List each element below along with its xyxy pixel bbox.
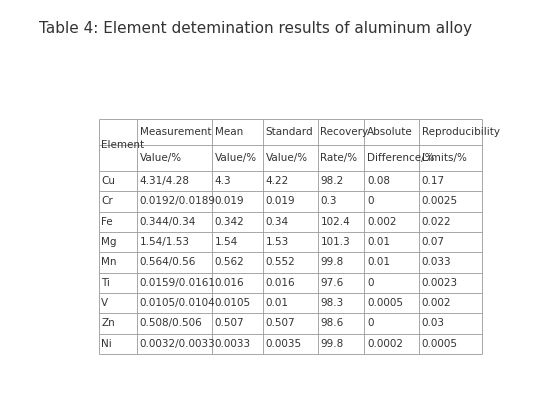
Text: Value/%: Value/% [140,153,182,163]
Text: Mn: Mn [101,258,117,267]
Text: Table 4: Element detemination results of aluminum alloy: Table 4: Element detemination results of… [39,21,471,35]
Text: 0.002: 0.002 [367,217,397,227]
Text: Value/%: Value/% [266,153,307,163]
Text: 0.019: 0.019 [266,197,295,206]
Text: Rate/%: Rate/% [320,153,358,163]
Text: 4.3: 4.3 [215,176,232,186]
Text: 0.17: 0.17 [422,176,445,186]
Text: 0: 0 [367,318,373,328]
Text: 0.08: 0.08 [367,176,390,186]
Text: 0.0023: 0.0023 [422,278,458,288]
Text: 0.016: 0.016 [266,278,295,288]
Text: Element: Element [101,140,144,150]
Text: 4.31/4.28: 4.31/4.28 [140,176,190,186]
Text: Cu: Cu [101,176,115,186]
Text: 1.54: 1.54 [215,237,238,247]
Text: Standard: Standard [266,127,313,137]
Text: Reproducibility: Reproducibility [422,127,500,137]
Text: 0.03: 0.03 [422,318,445,328]
Text: 0: 0 [367,197,373,206]
Text: 0.552: 0.552 [266,258,295,267]
Text: Ni: Ni [101,339,112,349]
Text: 0.564/0.56: 0.564/0.56 [140,258,196,267]
Text: Cr: Cr [101,197,113,206]
Text: Mg: Mg [101,237,117,247]
Text: 0.0005: 0.0005 [367,298,403,308]
Text: 0.507: 0.507 [266,318,295,328]
Text: 0.507: 0.507 [215,318,244,328]
Text: 0.0033: 0.0033 [215,339,251,349]
Text: 99.8: 99.8 [320,258,344,267]
Text: Mean: Mean [215,127,243,137]
Text: 98.3: 98.3 [320,298,344,308]
Text: 0.34: 0.34 [266,217,289,227]
Text: 1.53: 1.53 [266,237,289,247]
Text: Limits/%: Limits/% [422,153,467,163]
Text: V: V [101,298,108,308]
Text: 0.562: 0.562 [215,258,245,267]
Text: Ti: Ti [101,278,110,288]
Text: 0.0035: 0.0035 [266,339,302,349]
Text: Recovery: Recovery [320,127,368,137]
Text: Fe: Fe [101,217,113,227]
Text: 0.0159/0.0161: 0.0159/0.0161 [140,278,216,288]
Text: 102.4: 102.4 [320,217,350,227]
Text: 0.016: 0.016 [215,278,244,288]
Text: 0.07: 0.07 [422,237,445,247]
Text: 0.0105/0.0104: 0.0105/0.0104 [140,298,216,308]
Text: 0.019: 0.019 [215,197,244,206]
Text: 0.0192/0.0189: 0.0192/0.0189 [140,197,216,206]
Text: 99.8: 99.8 [320,339,344,349]
Text: Zn: Zn [101,318,115,328]
Text: 0.0005: 0.0005 [422,339,458,349]
Text: Difference/%: Difference/% [367,153,434,163]
Text: 0.3: 0.3 [320,197,337,206]
Text: 97.6: 97.6 [320,278,344,288]
Text: Absolute: Absolute [367,127,413,137]
Text: 98.2: 98.2 [320,176,344,186]
Text: 0: 0 [367,278,373,288]
Text: 0.033: 0.033 [422,258,452,267]
Text: Value/%: Value/% [215,153,257,163]
Text: 0.0105: 0.0105 [215,298,251,308]
Text: 0.342: 0.342 [215,217,245,227]
Text: 101.3: 101.3 [320,237,350,247]
Text: 0.0002: 0.0002 [367,339,403,349]
Text: 0.0025: 0.0025 [422,197,458,206]
Text: 0.022: 0.022 [422,217,452,227]
Text: 0.01: 0.01 [367,258,390,267]
Text: 0.01: 0.01 [367,237,390,247]
Text: 0.344/0.34: 0.344/0.34 [140,217,196,227]
Text: Measurement: Measurement [140,127,211,137]
Text: 98.6: 98.6 [320,318,344,328]
Text: 0.01: 0.01 [266,298,289,308]
Text: 0.0032/0.0033: 0.0032/0.0033 [140,339,216,349]
Text: 1.54/1.53: 1.54/1.53 [140,237,190,247]
Text: 4.22: 4.22 [266,176,289,186]
Text: 0.002: 0.002 [422,298,452,308]
Text: 0.508/0.506: 0.508/0.506 [140,318,202,328]
